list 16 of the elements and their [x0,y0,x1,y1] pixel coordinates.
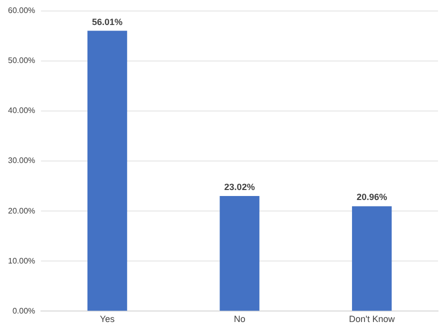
y-tick-label: 60.00% [8,6,36,16]
y-tick-label: 50.00% [8,56,36,66]
bar [87,30,128,311]
data-label: 56.01% [92,16,123,27]
x-tick-label: Don't Know [348,314,396,324]
bar [352,206,392,311]
data-label: 20.96% [356,192,388,202]
x-tick-label: Yes [100,314,116,324]
y-tick-label: 10.00% [8,256,36,266]
data-label: 23.02% [224,182,255,192]
x-tick-label: No [234,314,246,324]
bar [220,196,260,311]
y-tick-label: 40.00% [8,106,36,116]
y-tick-label: 0.00% [12,306,36,316]
y-tick-label: 30.00% [8,156,36,166]
y-tick-label: 20.00% [8,206,36,216]
